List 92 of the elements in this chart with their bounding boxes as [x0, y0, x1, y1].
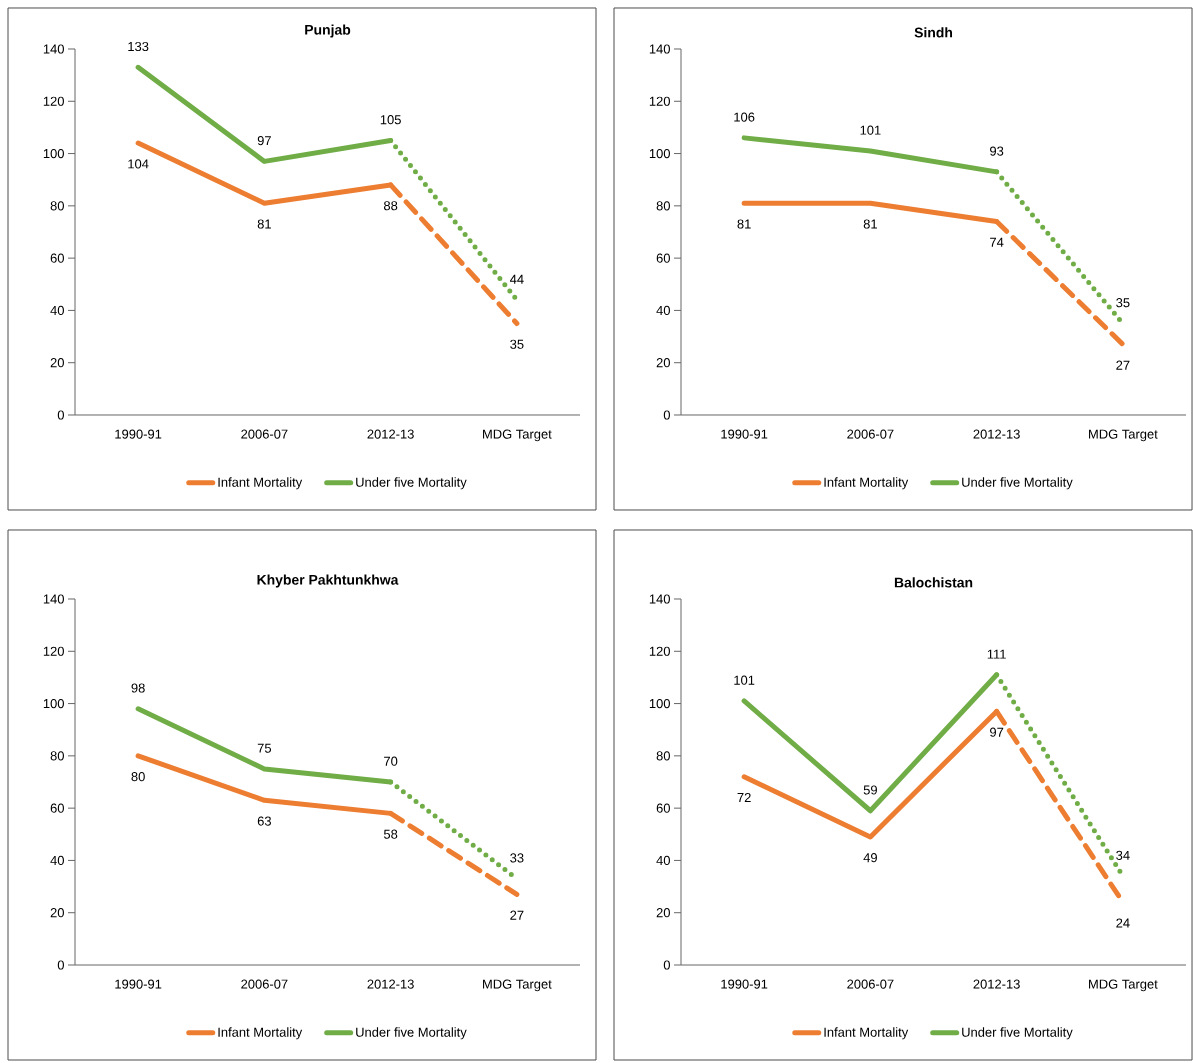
y-tick-label: 40	[50, 305, 64, 315]
y-tick-label: 140	[43, 44, 64, 54]
y-tick-label: 80	[656, 201, 670, 211]
data-label: 104	[128, 159, 149, 169]
legend-label: Infant Mortality	[824, 477, 909, 490]
data-label: 49	[863, 853, 877, 863]
y-tick-label: 0	[57, 410, 64, 420]
y-tick-label: 100	[43, 148, 64, 159]
x-tick-label: 2012-13	[367, 429, 414, 439]
y-tick-label: 20	[50, 358, 64, 368]
data-label: 88	[383, 201, 398, 211]
y-tick-label: 20	[50, 908, 64, 918]
data-label: 80	[131, 772, 145, 782]
legend-label: Under five Mortality	[962, 1027, 1073, 1040]
data-label: 111	[987, 649, 1006, 659]
y-tick-label: 140	[649, 594, 670, 604]
data-label: 35	[1116, 298, 1130, 308]
y-tick-label: 120	[649, 96, 670, 106]
y-tick-label: 140	[43, 594, 64, 604]
chart-title: Balochistan	[894, 577, 973, 588]
y-tick-label: 100	[43, 698, 64, 709]
y-tick-label: 0	[663, 960, 670, 970]
y-tick-label: 80	[50, 201, 64, 211]
y-tick-label: 120	[43, 646, 64, 656]
data-label: 44	[509, 274, 524, 284]
chart-title: Sindh	[914, 27, 953, 38]
chart-title: Khyber Pakhtunkhwa	[257, 574, 399, 588]
data-label: 33	[510, 853, 524, 863]
x-tick-label: 2006-07	[847, 979, 894, 989]
x-tick-label: 2006-07	[241, 429, 288, 439]
data-label: 133	[128, 41, 149, 52]
data-label: 27	[1116, 360, 1130, 370]
x-tick-label: 2012-13	[367, 979, 414, 989]
x-tick-label: 1990-91	[721, 429, 768, 439]
y-tick-label: 80	[50, 751, 64, 761]
x-tick-label: 2012-13	[973, 979, 1020, 989]
data-label: 59	[863, 785, 877, 795]
y-tick-label: 40	[50, 855, 64, 866]
legend-label: Under five Mortality	[962, 477, 1073, 490]
x-tick-label: MDG Target	[483, 429, 552, 442]
data-label: 105	[380, 115, 401, 125]
data-label: 27	[510, 910, 524, 920]
data-label: 106	[734, 112, 755, 122]
data-label: 93	[990, 146, 1004, 156]
y-tick-label: 80	[656, 751, 670, 761]
data-label: 63	[257, 816, 272, 826]
data-label: 97	[990, 727, 1004, 737]
x-tick-label: 2006-07	[241, 979, 288, 989]
data-label: 72	[737, 792, 751, 803]
data-label: 81	[863, 219, 877, 229]
y-tick-label: 0	[663, 410, 670, 420]
legend-label: Infant Mortality	[218, 477, 303, 490]
data-label: 97	[257, 136, 271, 146]
x-tick-label: 2006-07	[847, 429, 894, 439]
y-tick-label: 120	[43, 96, 64, 106]
y-tick-label: 100	[649, 148, 670, 159]
data-label: 35	[510, 339, 524, 349]
data-label: 81	[257, 219, 271, 229]
y-tick-label: 60	[50, 253, 64, 263]
legend-label: Infant Mortality	[218, 1027, 303, 1040]
data-label: 24	[1116, 918, 1130, 928]
y-tick-label: 40	[656, 305, 670, 315]
y-tick-label: 140	[649, 44, 670, 54]
x-tick-label: MDG Target	[1089, 429, 1158, 442]
data-label: 75	[257, 743, 272, 753]
x-tick-label: 1990-91	[721, 979, 768, 989]
x-tick-label: MDG Target	[483, 979, 552, 992]
legend-label: Infant Mortality	[824, 1027, 909, 1040]
data-label: 101	[860, 125, 881, 135]
x-tick-label: 2012-13	[973, 429, 1020, 439]
y-tick-label: 20	[656, 908, 670, 918]
data-label: 70	[384, 756, 398, 766]
y-tick-label: 40	[656, 855, 670, 866]
data-label: 81	[737, 219, 751, 229]
data-label: 58	[383, 829, 398, 839]
data-label: 101	[734, 675, 755, 685]
data-label: 74	[990, 237, 1004, 247]
y-tick-label: 60	[656, 253, 670, 263]
y-tick-label: 0	[57, 960, 64, 970]
legend-label: Under five Mortality	[356, 1027, 467, 1040]
chart-title: Punjab	[305, 24, 351, 38]
y-tick-label: 60	[656, 803, 670, 813]
y-tick-label: 100	[649, 698, 670, 709]
data-label: 98	[131, 683, 145, 693]
data-label: 34	[1116, 850, 1130, 860]
x-tick-label: 1990-91	[115, 979, 162, 989]
y-tick-label: 20	[656, 358, 670, 368]
legend-label: Under five Mortality	[356, 477, 467, 490]
x-tick-label: MDG Target	[1089, 979, 1158, 992]
y-tick-label: 120	[649, 646, 670, 656]
x-tick-label: 1990-91	[115, 429, 162, 439]
y-tick-label: 60	[50, 803, 64, 813]
